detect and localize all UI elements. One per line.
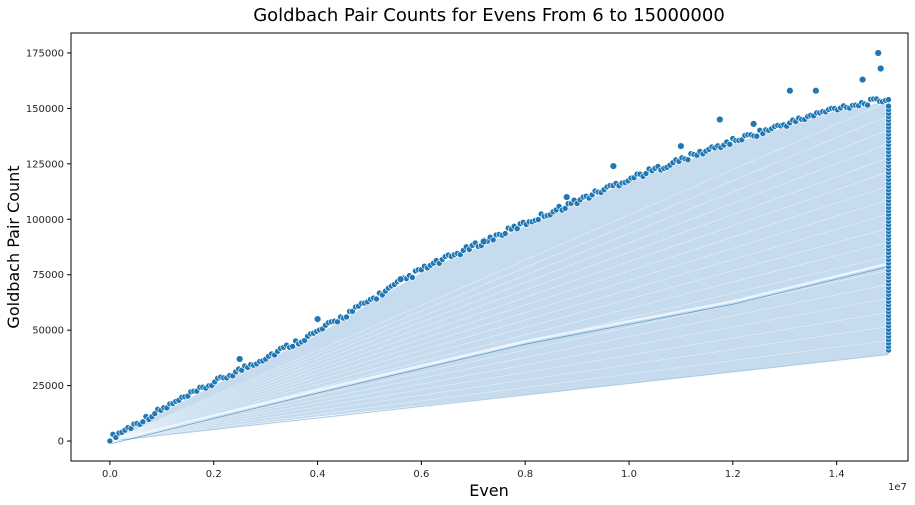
outlier-point — [396, 275, 405, 283]
y-axis: 0 25000 50000 75000 100000 125000 150000 175000 — [26, 48, 71, 448]
data-point — [127, 425, 135, 432]
points-ray — [109, 115, 889, 442]
data-point — [684, 156, 692, 163]
outlier-point — [858, 75, 867, 84]
data-point — [334, 318, 341, 326]
outlier-point — [609, 162, 618, 170]
data-point — [139, 418, 147, 426]
chart-title: Goldbach Pair Counts for Evens From 6 to… — [253, 5, 725, 26]
data-point — [106, 437, 114, 445]
points-ray — [109, 340, 889, 442]
points-ray — [109, 284, 889, 442]
data-point — [534, 216, 542, 223]
x-tick-label: 1.2 — [725, 469, 741, 480]
x-tick-label: 0.6 — [413, 469, 429, 480]
outlier-point — [677, 142, 685, 150]
points-ray — [109, 241, 889, 442]
outlier-point — [236, 355, 244, 363]
outlier-point — [480, 237, 488, 246]
data-layer — [106, 49, 892, 445]
points-ray — [109, 312, 889, 442]
points-ray — [109, 326, 889, 442]
points-lower-edge — [109, 354, 889, 442]
y-tick-label: 100000 — [26, 215, 64, 226]
outlier-point — [786, 86, 794, 95]
points-middle-band-edge — [109, 266, 889, 445]
data-point — [289, 343, 296, 350]
data-point — [513, 225, 521, 232]
points-ray — [109, 101, 889, 442]
points-ray — [109, 143, 889, 442]
data-point — [501, 230, 509, 237]
points-ray — [109, 129, 889, 442]
outlier-point — [749, 120, 758, 128]
points-ray — [109, 199, 889, 442]
y-tick-label: 150000 — [26, 104, 64, 115]
data-point — [885, 102, 892, 110]
points-ray — [109, 171, 889, 442]
data-point — [864, 101, 871, 109]
outlier-point — [874, 49, 882, 57]
points-middle-band — [109, 262, 889, 443]
outlier-point — [562, 193, 571, 201]
y-tick-label: 0 — [58, 437, 64, 448]
data-point — [885, 96, 892, 103]
points-ray — [109, 185, 889, 442]
x-axis-label: Even — [469, 481, 509, 500]
points-ray — [109, 157, 889, 442]
x-axis: 0.0 0.2 0.4 0.6 0.8 1.0 1.2 1.4 — [102, 461, 845, 480]
outlier-point — [716, 115, 724, 124]
outlier-point — [313, 315, 322, 323]
y-tick-label: 25000 — [32, 381, 64, 392]
data-point — [489, 236, 497, 244]
data-point — [753, 132, 761, 140]
y-tick-label: 125000 — [26, 159, 64, 170]
data-point — [726, 141, 734, 148]
points-ray — [109, 227, 889, 442]
y-tick-label: 75000 — [32, 270, 64, 281]
data-point — [409, 274, 416, 281]
data-point — [373, 295, 380, 303]
points-ray — [109, 269, 889, 442]
x-tick-label: 1.0 — [621, 469, 637, 480]
data-point — [343, 313, 350, 321]
x-tick-label: 0.4 — [310, 469, 326, 480]
data-point — [561, 205, 569, 212]
x-tick-label: 1.4 — [829, 469, 845, 480]
y-tick-label: 175000 — [26, 48, 64, 59]
data-point — [642, 170, 650, 177]
plot-frame — [70, 32, 909, 462]
x-tick-label: 0.2 — [206, 469, 222, 480]
points-ray — [109, 298, 889, 442]
x-axis-offset-label: 1e7 — [888, 482, 907, 493]
outlier-point — [876, 64, 885, 73]
outlier-point — [812, 86, 820, 95]
points-ray — [109, 213, 889, 442]
y-tick-label: 50000 — [32, 326, 64, 337]
y-axis-label: Goldbach Pair Count — [4, 165, 23, 328]
x-tick-label: 0.0 — [102, 469, 118, 480]
x-tick-label: 0.8 — [517, 469, 533, 480]
